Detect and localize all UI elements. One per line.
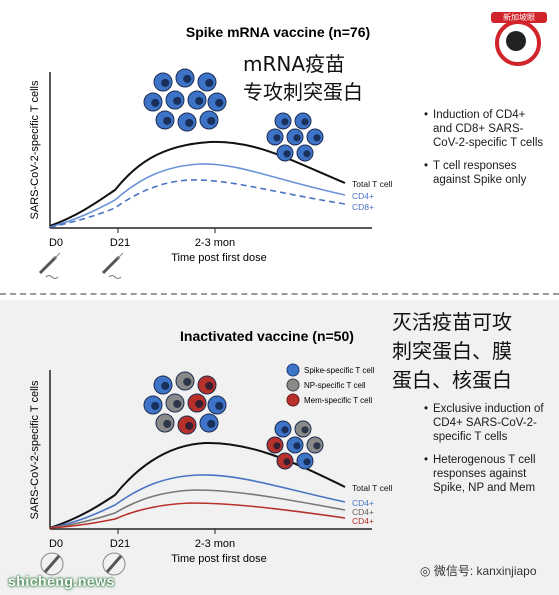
- mrna-chart: Spike mRNA vaccine (n=76) SARS-CoV-2-spe…: [29, 24, 392, 279]
- mrna-bullet-1: Induction of CD4+ and CD8+ SARS-CoV-2-sp…: [424, 108, 544, 150]
- np-t-cell-nucleus: [173, 399, 182, 408]
- spike-t-cell-nucleus: [183, 74, 192, 83]
- mem-t-cell-nucleus: [283, 458, 291, 466]
- inactivated-cn-line1: 灭活疫苗可攻: [392, 310, 512, 334]
- logo-text: 新加坡眼: [491, 12, 547, 23]
- inactivated-curve-cd4-np: [49, 489, 346, 529]
- np-t-cell-nucleus: [301, 426, 309, 434]
- mrna-bullets: Induction of CD4+ and CD8+ SARS-CoV-2-sp…: [424, 108, 544, 196]
- legend-np-swatch: [286, 378, 300, 392]
- mixed-cell-cluster: [143, 371, 227, 435]
- legend-mem-swatch: [286, 393, 300, 407]
- spike-t-cell-nucleus: [301, 118, 309, 126]
- spike-t-cell-nucleus: [195, 96, 204, 105]
- inactivated-panel: Inactivated vaccine (n=50) SARS-CoV-2-sp…: [0, 300, 559, 595]
- inactivated-label-cd4-mem: CD4+: [352, 516, 374, 526]
- syringe-icon: [102, 552, 126, 576]
- spike-t-cell-nucleus: [273, 134, 281, 142]
- inactivated-x-label: Time post first dose: [171, 553, 267, 565]
- wechat-watermark: ◎ 微信号: kanxinjiapo: [420, 562, 537, 579]
- mem-t-cell-nucleus: [205, 381, 214, 390]
- syringe-icon: [101, 252, 124, 279]
- legend-spike-label: Spike-specific T cell: [304, 366, 375, 375]
- mrna-xtick-2: 2-3 mon: [195, 237, 235, 249]
- np-t-cell-nucleus: [313, 442, 321, 450]
- wechat-watermark-text: 微信号: kanxinjiapo: [433, 564, 537, 578]
- inactivated-label-cd4-spike: CD4+: [352, 498, 374, 508]
- spike-t-cell-nucleus: [215, 98, 224, 107]
- spike-t-cell-nucleus: [161, 78, 170, 87]
- spike-t-cell-nucleus: [185, 118, 194, 127]
- legend-np-label: NP-specific T cell: [304, 381, 366, 390]
- mrna-cn-line1: mRNA疫苗: [243, 52, 346, 76]
- spike-t-cell-nucleus: [161, 381, 170, 390]
- inactivated-chart: Inactivated vaccine (n=50) SARS-CoV-2-sp…: [29, 328, 392, 576]
- inactivated-label-total: Total T cell: [352, 483, 392, 493]
- legend-spike-swatch: [286, 363, 300, 377]
- inactivated-xtick-1: D21: [110, 538, 130, 550]
- spike-t-cell-nucleus: [281, 118, 289, 126]
- syringe-icon: [38, 252, 61, 279]
- spike-t-cell-nucleus: [173, 96, 182, 105]
- inactivated-cn-line3: 蛋白、核蛋白: [392, 368, 512, 392]
- site-watermark: shicheng.news: [8, 573, 115, 589]
- mrna-title: Spike mRNA vaccine (n=76): [186, 24, 370, 40]
- mrna-y-label: SARS-CoV-2-specific T cells: [29, 80, 41, 219]
- inactivated-xtick-0: D0: [49, 538, 63, 550]
- mem-t-cell-nucleus: [185, 421, 194, 430]
- spike-t-cell-nucleus: [215, 401, 224, 410]
- mrna-curve-cd8: [49, 179, 346, 228]
- logo: 新加坡眼: [491, 12, 547, 72]
- np-t-cell-nucleus: [183, 377, 192, 386]
- inactivated-label-cd4-np: CD4+: [352, 507, 374, 517]
- inactivated-y-label: SARS-CoV-2-specific T cells: [29, 380, 41, 519]
- spike-t-cell-nucleus: [303, 150, 311, 158]
- spike-t-cell-nucleus: [205, 78, 214, 87]
- panel-divider: [0, 293, 559, 295]
- mrna-label-cd4: CD4+: [352, 191, 374, 201]
- spike-t-cell-nucleus: [313, 134, 321, 142]
- inactivated-bullets: Exclusive induction of CD4+ SARS-CoV-2-s…: [424, 402, 549, 504]
- mrna-label-total: Total T cell: [352, 179, 392, 189]
- inactivated-cn-line2: 刺突蛋白、膜: [392, 339, 512, 363]
- inactivated-bullet-2: Heterogenous T cell responses against Sp…: [424, 453, 549, 495]
- np-t-cell-nucleus: [163, 419, 172, 428]
- spike-t-cell-nucleus: [207, 116, 216, 125]
- spike-t-cell-nucleus: [151, 401, 160, 410]
- mem-t-cell-nucleus: [195, 399, 204, 408]
- mrna-x-label: Time post first dose: [171, 252, 267, 264]
- spike-t-cell-nucleus: [303, 458, 311, 466]
- spike-t-cell-nucleus: [207, 419, 216, 428]
- spike-t-cell-nucleus: [163, 116, 172, 125]
- inactivated-xtick-2: 2-3 mon: [195, 538, 235, 550]
- spike-t-cell-nucleus: [293, 442, 301, 450]
- spike-t-cell-nucleus: [151, 98, 160, 107]
- spike-t-cell-nucleus: [293, 134, 301, 142]
- syringe-icon: [40, 552, 64, 576]
- spike-t-cell-nucleus: [283, 150, 291, 158]
- legend-mem-label: Mem-specific T cell: [304, 396, 372, 405]
- inactivated-curve-cd4-spike: [49, 474, 346, 529]
- wechat-icon: ◎: [420, 564, 434, 578]
- inactivated-title: Inactivated vaccine (n=50): [180, 328, 354, 344]
- spike-cell-cluster: [143, 68, 227, 132]
- mrna-xtick-1: D21: [110, 237, 130, 249]
- mrna-xtick-0: D0: [49, 237, 63, 249]
- logo-face-icon: [506, 31, 526, 51]
- mrna-label-cd8: CD8+: [352, 202, 374, 212]
- inactivated-curve-cd4-mem: [49, 502, 346, 529]
- spike-t-cell-nucleus: [281, 426, 289, 434]
- mem-t-cell-nucleus: [273, 442, 281, 450]
- mrna-bullet-2: T cell responses against Spike only: [424, 159, 544, 187]
- mixed-cell-cluster: [266, 420, 324, 470]
- inactivated-bullet-1: Exclusive induction of CD4+ SARS-CoV-2-s…: [424, 402, 549, 444]
- mrna-cn-line2: 专攻刺突蛋白: [243, 80, 363, 104]
- mrna-curve-cd4: [49, 163, 346, 228]
- spike-cell-cluster: [266, 112, 324, 162]
- cell-legend: Spike-specific T cell NP-specific T cell…: [286, 363, 375, 407]
- mrna-panel: Spike mRNA vaccine (n=76) SARS-CoV-2-spe…: [0, 0, 559, 290]
